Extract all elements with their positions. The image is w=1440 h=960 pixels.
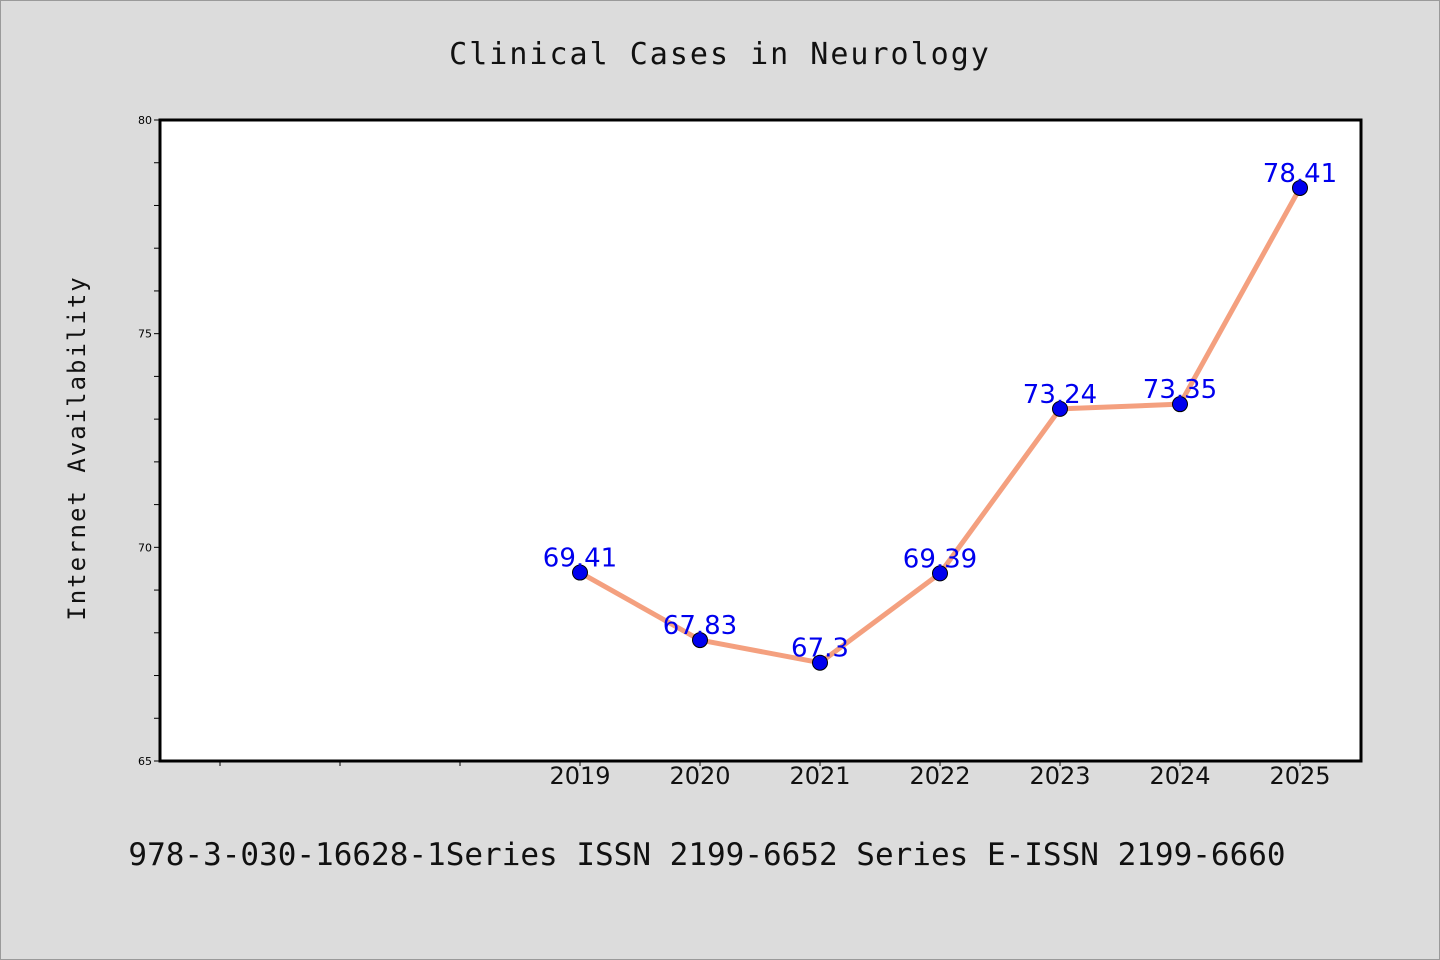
data-labels: 69.41 67.83 67.3 69.39 73.24 73.35 78.41 <box>543 159 1337 664</box>
data-point <box>932 565 948 582</box>
x-tick-label: 2024 <box>1149 762 1210 790</box>
data-label: 78.41 <box>1263 159 1337 189</box>
x-tick-label: 2023 <box>1029 762 1090 790</box>
x-tick-label: 2021 <box>789 762 850 790</box>
data-label: 67.3 <box>791 634 849 664</box>
data-label: 73.35 <box>1143 375 1217 405</box>
markers <box>572 179 1308 671</box>
data-point <box>1052 400 1068 417</box>
data-label: 69.41 <box>543 544 617 574</box>
data-label: 73.24 <box>1023 380 1097 410</box>
x-tick-label: 2019 <box>549 762 610 790</box>
y-axis-label: Internet Availability <box>63 275 91 620</box>
data-point <box>812 654 828 671</box>
data-point <box>1292 179 1308 196</box>
axes: 65 70 75 80 2019 2020 2021 2022 2023 2024 2025 <box>138 114 1331 790</box>
y-tick-label: 65 <box>138 755 152 768</box>
data-point <box>572 564 588 581</box>
footer-text: 978-3-030-16628-1Series ISSN 2199-6652 S… <box>128 837 1285 873</box>
data-point <box>692 632 708 649</box>
chart-title: Clinical Cases in Neurology <box>449 37 991 72</box>
data-label: 67.83 <box>663 611 737 641</box>
data-label: 69.39 <box>903 544 977 574</box>
x-tick-label: 2025 <box>1269 762 1330 790</box>
plot-area <box>158 118 1363 763</box>
x-tick-label: 2022 <box>909 762 970 790</box>
data-point <box>1172 396 1188 413</box>
y-tick-label: 80 <box>138 114 152 127</box>
x-tick-label: 2020 <box>669 762 730 790</box>
y-tick-label: 75 <box>138 328 152 341</box>
y-tick-label: 70 <box>138 541 152 554</box>
